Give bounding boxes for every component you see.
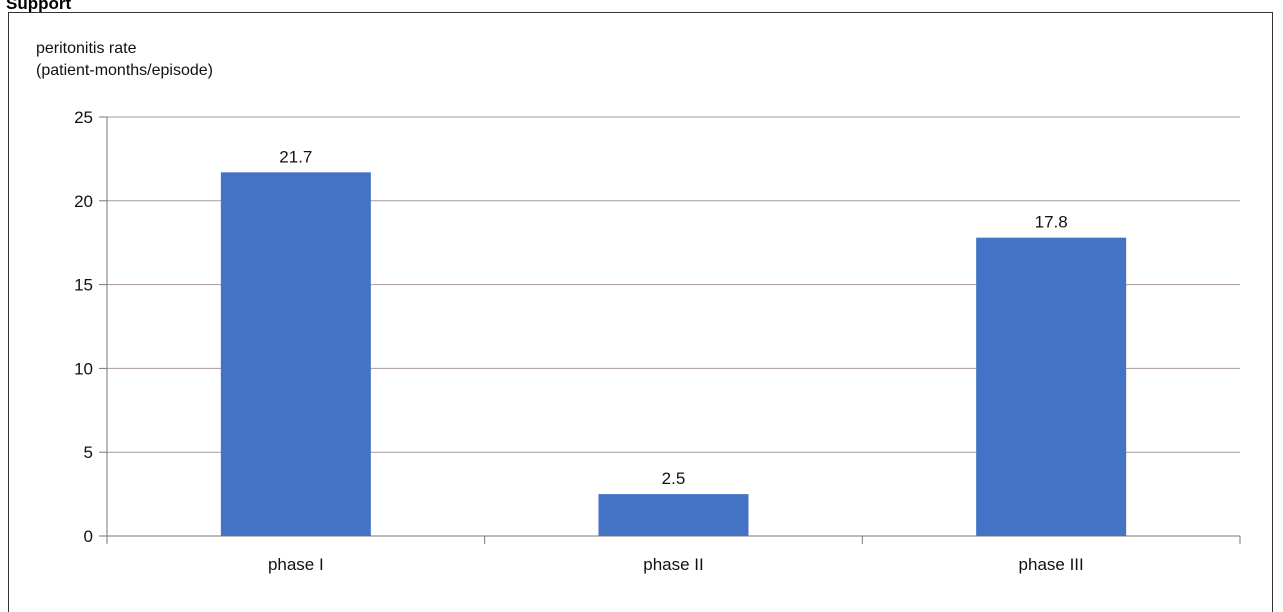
y-tick-label: 15 — [74, 276, 93, 295]
y-tick-label: 25 — [74, 108, 93, 127]
data-label: 21.7 — [279, 147, 312, 166]
data-label: 17.8 — [1035, 213, 1068, 232]
y-tick-label: 10 — [74, 359, 93, 378]
bar-phase-i — [220, 172, 371, 537]
y-axis-label-line-2: (patient-months/episode) — [36, 62, 213, 79]
top-caption: Support — [6, 0, 72, 13]
y-tick-label: 0 — [84, 527, 93, 546]
x-tick-label: phase I — [268, 555, 324, 574]
y-axis-label-line-1: peritonitis rate — [36, 40, 137, 57]
x-tick-label: phase II — [643, 555, 704, 574]
x-tick-label: phase III — [1019, 555, 1084, 574]
y-tick-label: 20 — [74, 192, 93, 211]
bar-phase-iii — [976, 237, 1127, 536]
y-axis-label: peritonitis rate (patient-months/episode… — [36, 38, 213, 82]
bars: 21.7 2.5 17.8 — [220, 147, 1127, 537]
bar-phase-ii — [598, 494, 749, 536]
y-tick-label: 5 — [84, 443, 93, 462]
data-label: 2.5 — [662, 469, 686, 488]
